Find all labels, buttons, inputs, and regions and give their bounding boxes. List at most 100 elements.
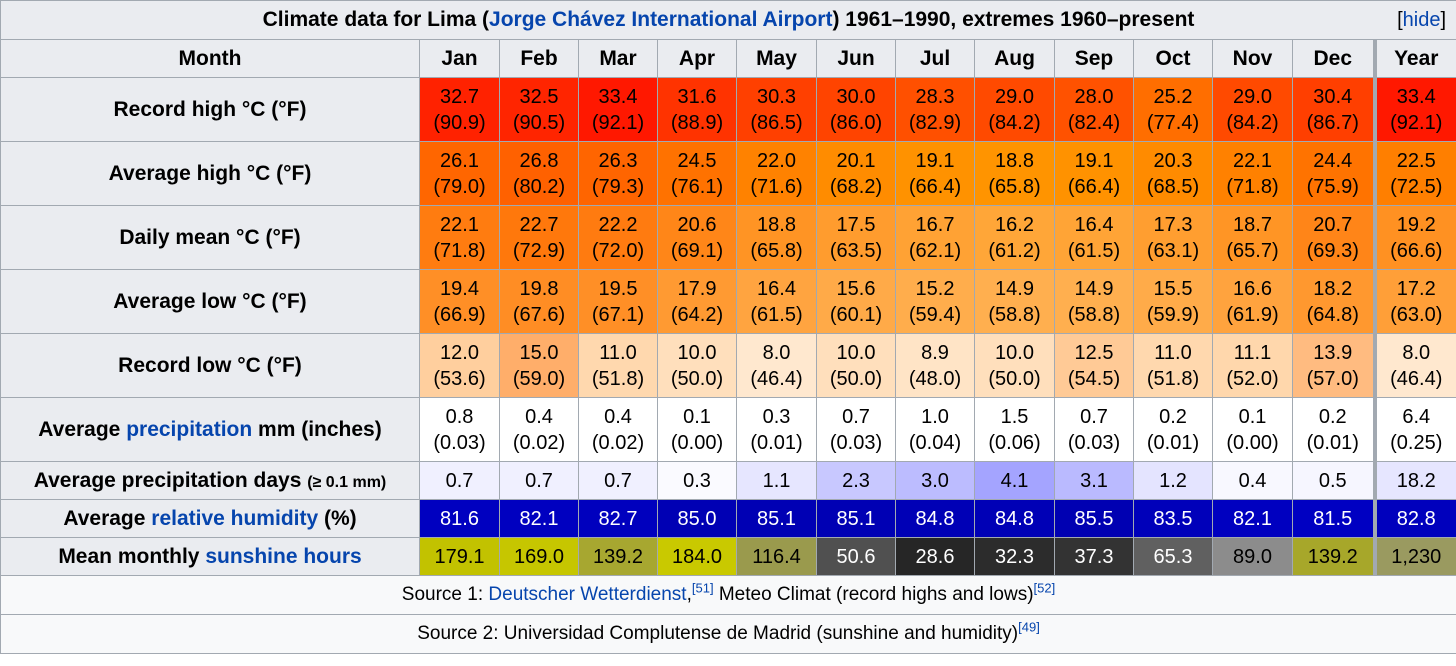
data-cell: 19.5 (67.1) <box>578 269 658 334</box>
cell-value: 30.4 <box>1313 85 1353 108</box>
row-header-text: Average <box>63 506 152 530</box>
row-header: Average precipitation mm (inches) <box>0 397 420 462</box>
data-cell: 31.6 (88.9) <box>657 77 737 142</box>
hide-button[interactable]: hide <box>1402 9 1441 31</box>
cell-value-secondary: (51.8) <box>591 367 645 390</box>
row-header: Daily mean °C (°F) <box>0 205 420 270</box>
data-cell: 0.2 (0.01) <box>1292 397 1375 462</box>
cell-value: 20.3 <box>1153 149 1193 172</box>
data-cell: 11.0 (51.8) <box>578 333 658 398</box>
data-cell: 15.6 (60.1) <box>816 269 896 334</box>
data-cell: 10.0 (50.0) <box>974 333 1055 398</box>
citation-link[interactable]: [51] <box>691 580 714 596</box>
row-header-text: Average <box>38 417 127 441</box>
row-header-link[interactable]: sunshine hours <box>205 544 362 568</box>
cell-value-secondary: (75.9) <box>1306 175 1359 198</box>
cell-value: 0.1 <box>683 405 711 428</box>
citation-link[interactable]: [52] <box>1033 580 1056 596</box>
cell-value-secondary: (0.01) <box>1146 431 1200 454</box>
cell-value: 18.7 <box>1233 213 1272 236</box>
data-cell: 8.0 (46.4) <box>736 333 817 398</box>
data-cell: 28.3 (82.9) <box>895 77 975 142</box>
hide-bracket-close: ] <box>1440 9 1447 31</box>
cell-value: 10.0 <box>677 341 717 364</box>
data-cell: 20.1 (68.2) <box>816 141 896 206</box>
month-header-jan: Jan <box>419 39 500 78</box>
cell-value: 33.4 <box>598 85 638 108</box>
source-text: , <box>686 584 692 605</box>
cell-value: 17.9 <box>677 277 717 300</box>
data-cell: 16.6 (61.9) <box>1212 269 1293 334</box>
cell-value: 11.0 <box>599 341 637 364</box>
data-cell: 29.0 (84.2) <box>974 77 1055 142</box>
data-cell: 18.8 (65.8) <box>974 141 1055 206</box>
airport-link[interactable]: Jorge Chávez International Airport <box>489 8 833 31</box>
table-row: Record low °C (°F) 12.0 (53.6) 15.0 (59.0) 11… <box>0 333 1456 398</box>
cell-value: 32.7 <box>440 85 479 108</box>
cell-value-secondary: (0.00) <box>670 431 724 454</box>
row-header-text: mm (inches) <box>252 417 382 441</box>
cell-value: 8.9 <box>921 341 949 364</box>
data-cell: 3.0 <box>895 461 975 500</box>
cell-value-secondary: (68.5) <box>1146 175 1200 198</box>
data-cell: 32.7 (90.9) <box>419 77 500 142</box>
caption-suffix: ) 1961–1990, extremes 1960–present <box>832 8 1195 31</box>
cell-value-secondary: (92.1) <box>591 111 645 134</box>
cell-value-secondary: (76.1) <box>670 175 724 198</box>
data-cell: 20.3 (68.5) <box>1133 141 1213 206</box>
data-cell: 15.5 (59.9) <box>1133 269 1213 334</box>
row-header-link[interactable]: relative humidity <box>151 506 319 530</box>
source-link[interactable]: Deutscher Wetterdienst <box>488 584 687 605</box>
data-cell: 0.4 (0.02) <box>499 397 579 462</box>
data-cell: 19.8 (67.6) <box>499 269 579 334</box>
source-text: Source 1: <box>401 584 489 605</box>
month-header-oct: Oct <box>1133 39 1213 78</box>
cell-value: 18.8 <box>757 213 796 236</box>
cell-value-secondary: (48.0) <box>908 367 962 390</box>
data-cell: 19.1 (66.4) <box>895 141 975 206</box>
row-header-text: (≥ 0.1 mm) <box>307 473 387 491</box>
data-cell: 0.2 (0.01) <box>1133 397 1213 462</box>
cell-value-secondary: (0.04) <box>908 431 962 454</box>
data-cell: 139.2 <box>578 537 658 576</box>
caption-prefix: Climate data for Lima ( <box>262 8 490 31</box>
cell-value: 20.1 <box>836 149 876 172</box>
cell-value-secondary: (66.4) <box>1067 175 1121 198</box>
cell-value: 18.2 <box>1313 277 1353 300</box>
cell-value: 15.6 <box>836 277 876 300</box>
cell-value: 0.4 <box>525 405 553 428</box>
cell-value-secondary: (86.7) <box>1306 111 1359 134</box>
data-cell: 6.4 (0.25) <box>1372 397 1456 462</box>
cell-value-secondary: (64.8) <box>1306 303 1359 326</box>
data-cell: 0.3 (0.01) <box>736 397 817 462</box>
cell-value-secondary: (86.5) <box>750 111 803 134</box>
data-cell: 18.2 (64.8) <box>1292 269 1375 334</box>
data-cell: 29.0 (84.2) <box>1212 77 1293 142</box>
data-cell: 17.9 (64.2) <box>657 269 737 334</box>
data-cell: 0.4 (0.02) <box>578 397 658 462</box>
cell-value: 15.0 <box>519 341 559 364</box>
cell-value-secondary: (90.5) <box>512 111 566 134</box>
cell-value: 19.4 <box>440 277 479 300</box>
cell-value-secondary: (54.5) <box>1067 367 1121 390</box>
cell-value: 22.1 <box>1233 149 1272 172</box>
data-cell: 18.8 (65.8) <box>736 205 817 270</box>
cell-value-secondary: (66.4) <box>908 175 962 198</box>
cell-value-secondary: (72.9) <box>512 239 566 262</box>
row-header-link[interactable]: precipitation <box>126 417 253 441</box>
month-header: Month <box>0 39 420 78</box>
cell-value-secondary: (58.8) <box>1067 303 1121 326</box>
cell-value-secondary: (0.25) <box>1390 431 1443 454</box>
data-cell: 4.1 <box>974 461 1055 500</box>
table-row: Average precipitation days (≥ 0.1 mm) 0.7… <box>0 461 1456 500</box>
cell-value: 30.0 <box>836 85 876 108</box>
data-cell: 16.7 (62.1) <box>895 205 975 270</box>
data-cell: 24.4 (75.9) <box>1292 141 1375 206</box>
cell-value-secondary: (71.8) <box>433 239 486 262</box>
data-cell: 169.0 <box>499 537 579 576</box>
table-row: Mean monthly sunshine hours 179.1 169.0 139… <box>0 537 1456 576</box>
citation-link[interactable]: [49] <box>1018 619 1040 635</box>
cell-value: 16.7 <box>915 213 955 236</box>
cell-value: 29.0 <box>995 85 1034 108</box>
month-header-jun: Jun <box>816 39 896 78</box>
